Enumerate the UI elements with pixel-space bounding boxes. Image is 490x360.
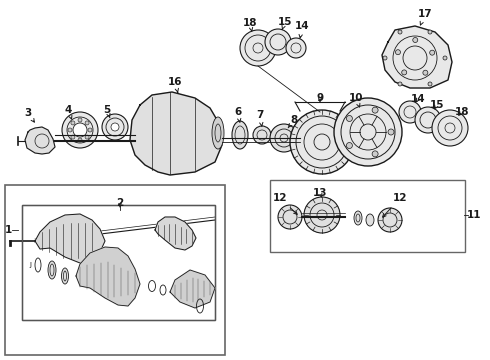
Circle shape [278,205,302,229]
Polygon shape [76,247,140,306]
Text: 7: 7 [256,110,264,126]
Circle shape [85,135,89,139]
Circle shape [398,82,402,86]
Text: 10: 10 [349,93,363,107]
Text: 15: 15 [278,17,292,30]
Text: 1: 1 [4,225,12,235]
Circle shape [88,128,92,132]
Polygon shape [25,127,55,154]
Circle shape [395,50,400,55]
Bar [5,185,225,355]
Circle shape [432,110,468,146]
Text: 12: 12 [383,193,407,217]
Circle shape [428,30,432,34]
Ellipse shape [354,211,362,225]
Polygon shape [382,26,452,88]
Bar [22,205,215,320]
Circle shape [62,112,98,148]
Text: 15: 15 [430,100,444,110]
Circle shape [290,110,354,174]
Ellipse shape [366,214,374,226]
Ellipse shape [212,117,224,149]
Ellipse shape [62,268,69,284]
Circle shape [423,70,428,75]
Circle shape [372,107,378,113]
Polygon shape [35,214,105,263]
Circle shape [413,37,418,42]
Circle shape [71,135,75,139]
Text: 11: 11 [467,210,481,220]
Text: 9: 9 [317,93,323,103]
Circle shape [78,138,82,142]
Circle shape [443,56,447,60]
Text: 16: 16 [168,77,182,93]
Circle shape [265,29,291,55]
Circle shape [71,121,75,125]
Text: 18: 18 [243,18,257,31]
Text: 14: 14 [294,21,309,38]
Circle shape [428,82,432,86]
Bar [22,205,215,320]
Text: 12: 12 [273,193,297,214]
Polygon shape [170,270,215,308]
Polygon shape [155,217,196,250]
Ellipse shape [232,121,248,149]
Text: 18: 18 [455,107,469,117]
Circle shape [399,101,421,123]
Circle shape [240,30,276,66]
Circle shape [304,197,340,233]
Ellipse shape [48,261,56,279]
Text: 5: 5 [103,105,111,118]
Text: 14: 14 [411,94,425,104]
Circle shape [383,56,387,60]
Text: 8: 8 [288,115,297,128]
Circle shape [270,124,298,152]
Circle shape [415,107,441,133]
Circle shape [402,70,407,75]
Circle shape [346,116,352,121]
Circle shape [334,98,402,166]
Circle shape [78,118,82,122]
Circle shape [372,151,378,157]
Circle shape [346,143,352,149]
Circle shape [398,30,402,34]
Circle shape [111,123,119,131]
Text: 6: 6 [234,107,242,122]
Circle shape [73,123,87,137]
Text: 17: 17 [417,9,432,25]
Text: 4: 4 [64,105,72,119]
Circle shape [378,208,402,232]
Circle shape [253,126,271,144]
Circle shape [388,129,394,135]
Circle shape [430,50,435,55]
Text: 3: 3 [24,108,34,122]
Circle shape [102,114,128,140]
Polygon shape [130,92,222,175]
Text: J: J [29,262,31,268]
Text: 13: 13 [313,188,327,198]
Circle shape [85,121,89,125]
Text: 2: 2 [117,198,123,208]
Bar [270,180,465,252]
Circle shape [286,38,306,58]
Circle shape [68,128,72,132]
